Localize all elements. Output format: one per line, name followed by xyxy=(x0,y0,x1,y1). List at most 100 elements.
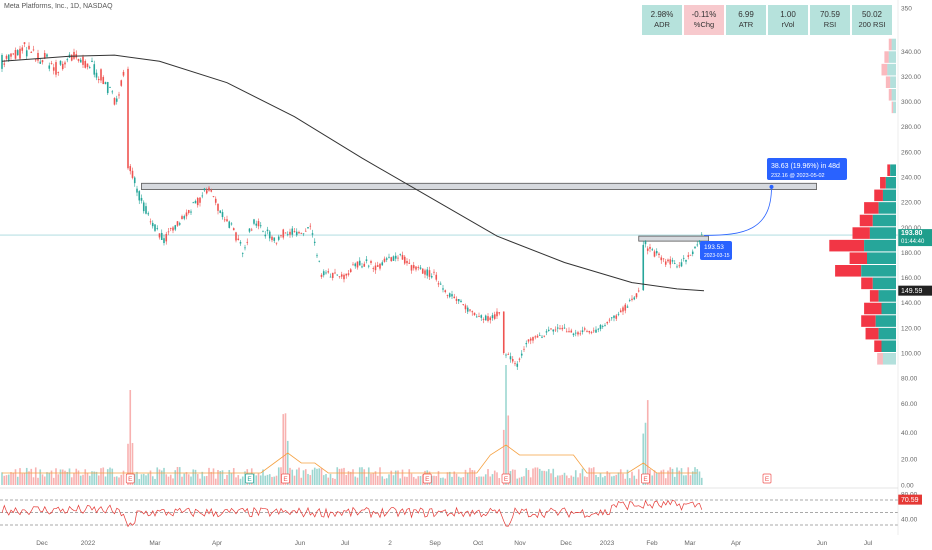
volume-bar xyxy=(453,471,456,485)
price-tick-label: 240.00 xyxy=(901,175,921,182)
candle-body xyxy=(187,210,190,213)
volume-bar xyxy=(212,468,215,485)
candle-body xyxy=(433,271,435,273)
volume-bar xyxy=(399,478,402,485)
volume-bar xyxy=(70,477,73,485)
candle-body xyxy=(543,335,546,337)
volume-bar xyxy=(682,475,685,485)
candle-body xyxy=(21,47,24,51)
resistance-zone xyxy=(141,182,817,190)
price-tick-label: 200.00 xyxy=(901,225,921,232)
volume-bar xyxy=(19,468,21,485)
volume-bar xyxy=(97,475,100,485)
candle-body xyxy=(608,319,611,321)
candle-body xyxy=(390,257,393,262)
volume-bar xyxy=(136,471,138,485)
candle-body xyxy=(340,274,343,277)
candle-body xyxy=(19,48,21,59)
candle-body xyxy=(253,219,255,224)
candle-body xyxy=(455,298,458,301)
candle-body xyxy=(127,68,129,169)
volume-bar xyxy=(610,476,613,485)
volume-bar xyxy=(102,467,105,485)
volume-profile-down-bar xyxy=(887,164,891,176)
volume-bar xyxy=(214,478,217,485)
candle-body xyxy=(93,64,96,75)
volume-bar xyxy=(394,470,397,485)
volume-profile-down-bar xyxy=(861,315,876,327)
volume-bar xyxy=(547,469,550,485)
candle-body xyxy=(109,87,111,88)
candle-body xyxy=(43,52,46,59)
candle-body xyxy=(381,262,384,266)
volume-bar xyxy=(622,473,624,485)
candle-body xyxy=(421,268,424,274)
volume-bar xyxy=(372,473,375,485)
candle-body xyxy=(700,234,703,236)
candle-body xyxy=(199,197,201,203)
candle-body xyxy=(55,62,57,75)
candle-body xyxy=(606,321,609,324)
candle-body xyxy=(430,276,433,278)
candle-body xyxy=(410,265,413,271)
volume-bar xyxy=(437,471,440,485)
candle-body xyxy=(545,331,548,333)
volume-bar xyxy=(318,468,321,485)
volume-bar xyxy=(14,469,17,485)
candle-body xyxy=(581,330,584,333)
candle-body xyxy=(678,265,681,267)
volume-bar xyxy=(113,476,116,485)
candle-body xyxy=(466,307,469,312)
volume-bar xyxy=(694,467,696,485)
candle-body xyxy=(291,228,294,235)
candle-body xyxy=(694,246,696,249)
volume-bar xyxy=(129,390,132,485)
candle-body xyxy=(622,307,624,312)
volume-bar xyxy=(93,471,96,485)
price-tick-label: 60.00 xyxy=(901,401,918,408)
candle-body xyxy=(169,227,172,229)
volume-bar xyxy=(433,475,435,485)
volume-bar xyxy=(39,469,42,485)
price-tick-label: 180.00 xyxy=(901,250,921,257)
candle-body xyxy=(412,265,415,269)
volume-bar xyxy=(590,468,593,485)
volume-bar xyxy=(127,443,129,485)
candle-body xyxy=(151,222,154,227)
time-tick-label: Jun xyxy=(817,540,828,547)
volume-bar xyxy=(304,469,307,485)
candle-body xyxy=(235,232,237,241)
volume-bar xyxy=(577,477,579,485)
volume-ma-line xyxy=(2,444,698,474)
volume-bar xyxy=(646,400,649,485)
candle-body xyxy=(329,276,332,278)
volume-bar xyxy=(363,469,366,485)
candle-body xyxy=(460,300,462,303)
candle-body xyxy=(322,271,325,276)
volume-bar xyxy=(685,475,687,485)
volume-bar xyxy=(376,475,379,485)
volume-bar xyxy=(669,467,672,485)
candle-body xyxy=(401,254,404,260)
candle-body xyxy=(424,270,426,275)
volume-bar xyxy=(385,478,388,485)
time-tick-label: Dec xyxy=(560,540,572,547)
volume-bar xyxy=(147,473,150,485)
volume-profile-up-bar xyxy=(869,227,896,239)
volume-bar xyxy=(532,468,534,485)
candle-body xyxy=(95,72,98,78)
candle-body xyxy=(464,305,467,310)
volume-bar xyxy=(626,469,629,485)
volume-profile-down-bar xyxy=(888,38,892,51)
volume-bar xyxy=(502,429,505,485)
volume-bar xyxy=(167,476,170,485)
projection-arrow xyxy=(703,186,772,236)
volume-bar xyxy=(412,477,415,485)
volume-bar xyxy=(331,478,334,485)
volume-bar xyxy=(446,472,449,485)
candle-body xyxy=(354,263,357,267)
volume-bar xyxy=(651,475,654,485)
volume-profile-down-bar xyxy=(888,89,892,101)
candle-body xyxy=(255,223,258,226)
